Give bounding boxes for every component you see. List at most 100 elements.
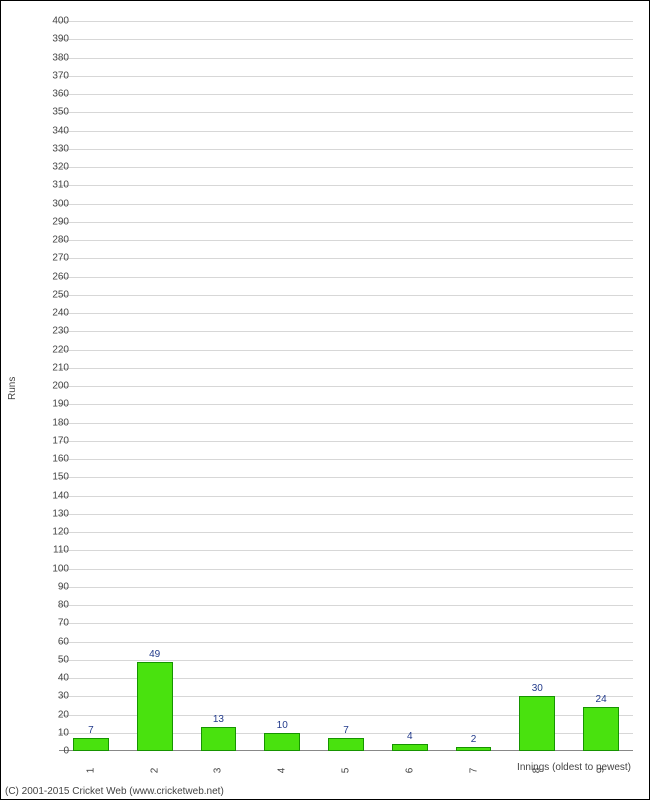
bar-value-label: 30	[532, 683, 543, 694]
gridline	[59, 423, 633, 424]
y-tick-label: 70	[29, 618, 69, 629]
y-tick-label: 100	[29, 563, 69, 574]
y-tick-label: 370	[29, 70, 69, 81]
gridline	[59, 258, 633, 259]
gridline	[59, 350, 633, 351]
y-tick-label: 240	[29, 308, 69, 319]
x-axis-title: Innings (oldest to newest)	[517, 762, 631, 773]
gridline	[59, 623, 633, 624]
y-tick-label: 310	[29, 180, 69, 191]
y-tick-label: 360	[29, 89, 69, 100]
y-tick-label: 390	[29, 34, 69, 45]
y-tick-label: 220	[29, 344, 69, 355]
y-tick-label: 0	[29, 746, 69, 757]
gridline	[59, 477, 633, 478]
y-tick-label: 160	[29, 454, 69, 465]
bar-rect	[264, 733, 300, 751]
y-tick-label: 180	[29, 417, 69, 428]
bar: 10	[264, 733, 300, 751]
bar: 24	[583, 707, 619, 751]
y-tick-label: 170	[29, 435, 69, 446]
gridline	[59, 112, 633, 113]
bar-value-label: 7	[343, 725, 349, 736]
y-tick-label: 270	[29, 253, 69, 264]
gridline	[59, 76, 633, 77]
x-tick-label: 1	[85, 768, 96, 774]
gridline	[59, 131, 633, 132]
y-tick-label: 400	[29, 16, 69, 27]
y-tick-label: 50	[29, 654, 69, 665]
y-tick-label: 40	[29, 673, 69, 684]
bar: 30	[519, 696, 555, 751]
gridline	[59, 496, 633, 497]
y-tick-label: 250	[29, 289, 69, 300]
bar-value-label: 7	[88, 725, 94, 736]
bar-rect	[392, 744, 428, 751]
bar: 2	[456, 747, 492, 751]
bar-rect	[456, 747, 492, 751]
y-tick-label: 320	[29, 162, 69, 173]
y-tick-label: 350	[29, 107, 69, 118]
y-tick-label: 380	[29, 52, 69, 63]
bar-value-label: 10	[277, 720, 288, 731]
gridline	[59, 368, 633, 369]
bar-rect	[201, 727, 237, 751]
gridline	[59, 222, 633, 223]
gridline	[59, 587, 633, 588]
gridline	[59, 240, 633, 241]
y-tick-label: 260	[29, 271, 69, 282]
gridline	[59, 386, 633, 387]
chart-frame: 71492133104754627308249 Runs Innings (ol…	[0, 0, 650, 800]
y-tick-label: 90	[29, 581, 69, 592]
gridline	[59, 39, 633, 40]
bar-rect	[73, 738, 109, 751]
x-tick-label: 6	[404, 768, 415, 774]
y-tick-label: 230	[29, 326, 69, 337]
gridline	[59, 642, 633, 643]
gridline	[59, 441, 633, 442]
gridline	[59, 550, 633, 551]
gridline	[59, 94, 633, 95]
bar-value-label: 2	[471, 734, 477, 745]
gridline	[59, 295, 633, 296]
y-tick-label: 20	[29, 709, 69, 720]
gridline	[59, 404, 633, 405]
x-tick-label: 7	[468, 768, 479, 774]
y-tick-label: 130	[29, 508, 69, 519]
bar: 7	[73, 738, 109, 751]
bar-value-label: 24	[596, 694, 607, 705]
bar: 7	[328, 738, 364, 751]
y-tick-label: 110	[29, 545, 69, 556]
y-tick-label: 80	[29, 600, 69, 611]
gridline	[59, 21, 633, 22]
gridline	[59, 277, 633, 278]
y-tick-label: 280	[29, 235, 69, 246]
y-tick-label: 60	[29, 636, 69, 647]
y-tick-label: 30	[29, 691, 69, 702]
y-tick-label: 340	[29, 125, 69, 136]
bar-rect	[137, 662, 173, 751]
gridline	[59, 514, 633, 515]
copyright-text: (C) 2001-2015 Cricket Web (www.cricketwe…	[5, 786, 224, 797]
gridline	[59, 149, 633, 150]
bar-value-label: 4	[407, 731, 413, 742]
gridline	[59, 331, 633, 332]
x-tick-label: 2	[149, 768, 160, 774]
y-tick-label: 150	[29, 472, 69, 483]
plot-area: 71492133104754627308249	[59, 21, 633, 751]
gridline	[59, 569, 633, 570]
y-tick-label: 290	[29, 216, 69, 227]
gridline	[59, 605, 633, 606]
y-tick-label: 190	[29, 399, 69, 410]
gridline	[59, 313, 633, 314]
x-tick-label: 5	[341, 768, 352, 774]
y-tick-label: 200	[29, 381, 69, 392]
y-tick-label: 10	[29, 727, 69, 738]
bar-rect	[328, 738, 364, 751]
y-tick-label: 210	[29, 362, 69, 373]
bar-value-label: 49	[149, 649, 160, 660]
x-tick-label: 3	[213, 768, 224, 774]
gridline	[59, 204, 633, 205]
bar: 4	[392, 744, 428, 751]
gridline	[59, 532, 633, 533]
